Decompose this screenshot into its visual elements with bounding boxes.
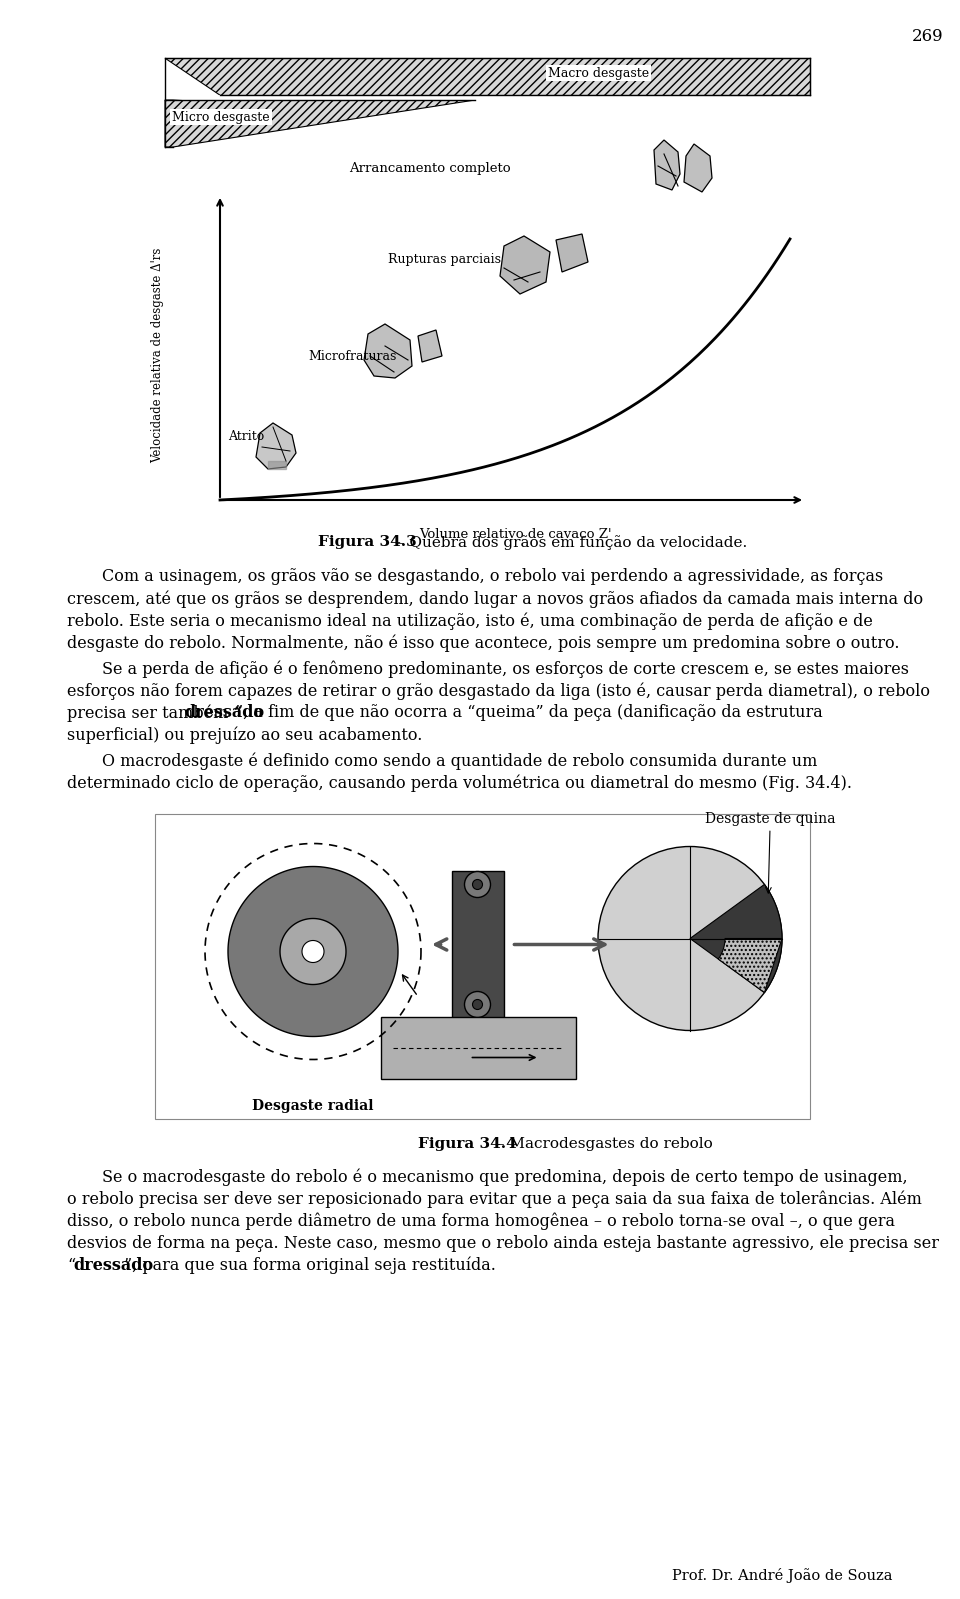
Text: ”, para que sua forma original seja restituída.: ”, para que sua forma original seja rest… bbox=[124, 1257, 495, 1274]
Text: O macrodesgaste é definido como sendo a quantidade de rebolo consumida durante u: O macrodesgaste é definido como sendo a … bbox=[102, 752, 817, 769]
Polygon shape bbox=[556, 233, 588, 272]
Text: Arrancamento completo: Arrancamento completo bbox=[349, 161, 511, 174]
Text: superficial) ou prejuízo ao seu acabamento.: superficial) ou prejuízo ao seu acabamen… bbox=[67, 726, 422, 744]
Text: ”, a fim de que não ocorra a “queima” da peça (danificação da estrutura: ”, a fim de que não ocorra a “queima” da… bbox=[235, 704, 823, 721]
Text: Rupturas parciais: Rupturas parciais bbox=[388, 253, 501, 265]
Polygon shape bbox=[684, 144, 712, 192]
Text: Microfraturas: Microfraturas bbox=[308, 350, 396, 363]
Polygon shape bbox=[173, 94, 810, 101]
Polygon shape bbox=[268, 461, 286, 469]
Text: determinado ciclo de operação, causando perda volumétrica ou diametral do mesmo : determinado ciclo de operação, causando … bbox=[67, 774, 852, 792]
Text: – Macrodesgastes do rebolo: – Macrodesgastes do rebolo bbox=[492, 1137, 712, 1151]
Text: dressado: dressado bbox=[184, 704, 265, 721]
Text: Prof. Dr. André João de Souza: Prof. Dr. André João de Souza bbox=[673, 1569, 893, 1583]
Text: rebolo. Este seria o mecanismo ideal na utilização, isto é, uma combinação de pe: rebolo. Este seria o mecanismo ideal na … bbox=[67, 612, 873, 630]
Text: Desgaste de quina: Desgaste de quina bbox=[705, 812, 835, 894]
Text: – Quebra dos grãos em função da velocidade.: – Quebra dos grãos em função da velocida… bbox=[392, 536, 747, 550]
Text: Figura 34.4: Figura 34.4 bbox=[418, 1137, 516, 1151]
Text: “: “ bbox=[67, 1257, 75, 1274]
Text: Micro desgaste: Micro desgaste bbox=[172, 110, 270, 123]
Text: Desgaste radial: Desgaste radial bbox=[252, 1099, 373, 1113]
Text: esforços não forem capazes de retirar o grão desgastado da liga (isto é, causar : esforços não forem capazes de retirar o … bbox=[67, 683, 930, 699]
Circle shape bbox=[472, 879, 483, 889]
Polygon shape bbox=[654, 141, 680, 190]
Text: desgaste do rebolo. Normalmente, não é isso que acontece, pois sempre um predomi: desgaste do rebolo. Normalmente, não é i… bbox=[67, 633, 900, 651]
Bar bbox=[380, 1017, 575, 1078]
Text: Atrito: Atrito bbox=[228, 430, 264, 443]
Polygon shape bbox=[690, 884, 782, 993]
Text: disso, o rebolo nunca perde diâmetro de uma forma homogênea – o rebolo torna-se : disso, o rebolo nunca perde diâmetro de … bbox=[67, 1214, 895, 1231]
Text: Com a usinagem, os grãos vão se desgastando, o rebolo vai perdendo a agressivida: Com a usinagem, os grãos vão se desgasta… bbox=[102, 568, 883, 585]
Polygon shape bbox=[228, 867, 398, 1036]
Text: 269: 269 bbox=[912, 29, 944, 45]
Text: dressado: dressado bbox=[73, 1257, 153, 1274]
Circle shape bbox=[472, 999, 483, 1009]
Polygon shape bbox=[165, 58, 810, 94]
Circle shape bbox=[598, 846, 782, 1030]
Circle shape bbox=[465, 991, 491, 1017]
Text: Velocidade relativa de desgaste Δ'rs: Velocidade relativa de desgaste Δ'rs bbox=[152, 248, 164, 462]
Text: Volume relativo de cavaco Z': Volume relativo de cavaco Z' bbox=[419, 528, 612, 540]
Bar bbox=[155, 814, 810, 1119]
Text: Macro desgaste: Macro desgaste bbox=[548, 67, 649, 80]
Text: o rebolo precisa ser deve ser reposicionado para evitar que a peça saia da sua f: o rebolo precisa ser deve ser reposicion… bbox=[67, 1191, 922, 1209]
Circle shape bbox=[465, 871, 491, 897]
Text: Se o macrodesgaste do rebolo é o mecanismo que predomina, depois de certo tempo : Se o macrodesgaste do rebolo é o mecanis… bbox=[102, 1169, 907, 1186]
Bar bbox=[451, 870, 503, 1019]
Text: crescem, até que os grãos se desprendem, dando lugar a novos grãos afiados da ca: crescem, até que os grãos se desprendem,… bbox=[67, 590, 924, 608]
Polygon shape bbox=[500, 237, 550, 294]
Polygon shape bbox=[280, 918, 346, 985]
Polygon shape bbox=[418, 329, 442, 361]
Polygon shape bbox=[302, 940, 324, 963]
Text: Figura 34.3: Figura 34.3 bbox=[318, 536, 417, 548]
Text: Se a perda de afição é o fenômeno predominante, os esforços de corte crescem e, : Se a perda de afição é o fenômeno predom… bbox=[102, 660, 909, 678]
Polygon shape bbox=[165, 101, 475, 147]
Text: precisa ser também “: precisa ser também “ bbox=[67, 704, 242, 721]
Polygon shape bbox=[364, 325, 412, 377]
Polygon shape bbox=[718, 939, 782, 993]
Polygon shape bbox=[256, 424, 296, 469]
Text: desvios de forma na peça. Neste caso, mesmo que o rebolo ainda esteja bastante a: desvios de forma na peça. Neste caso, me… bbox=[67, 1234, 939, 1252]
